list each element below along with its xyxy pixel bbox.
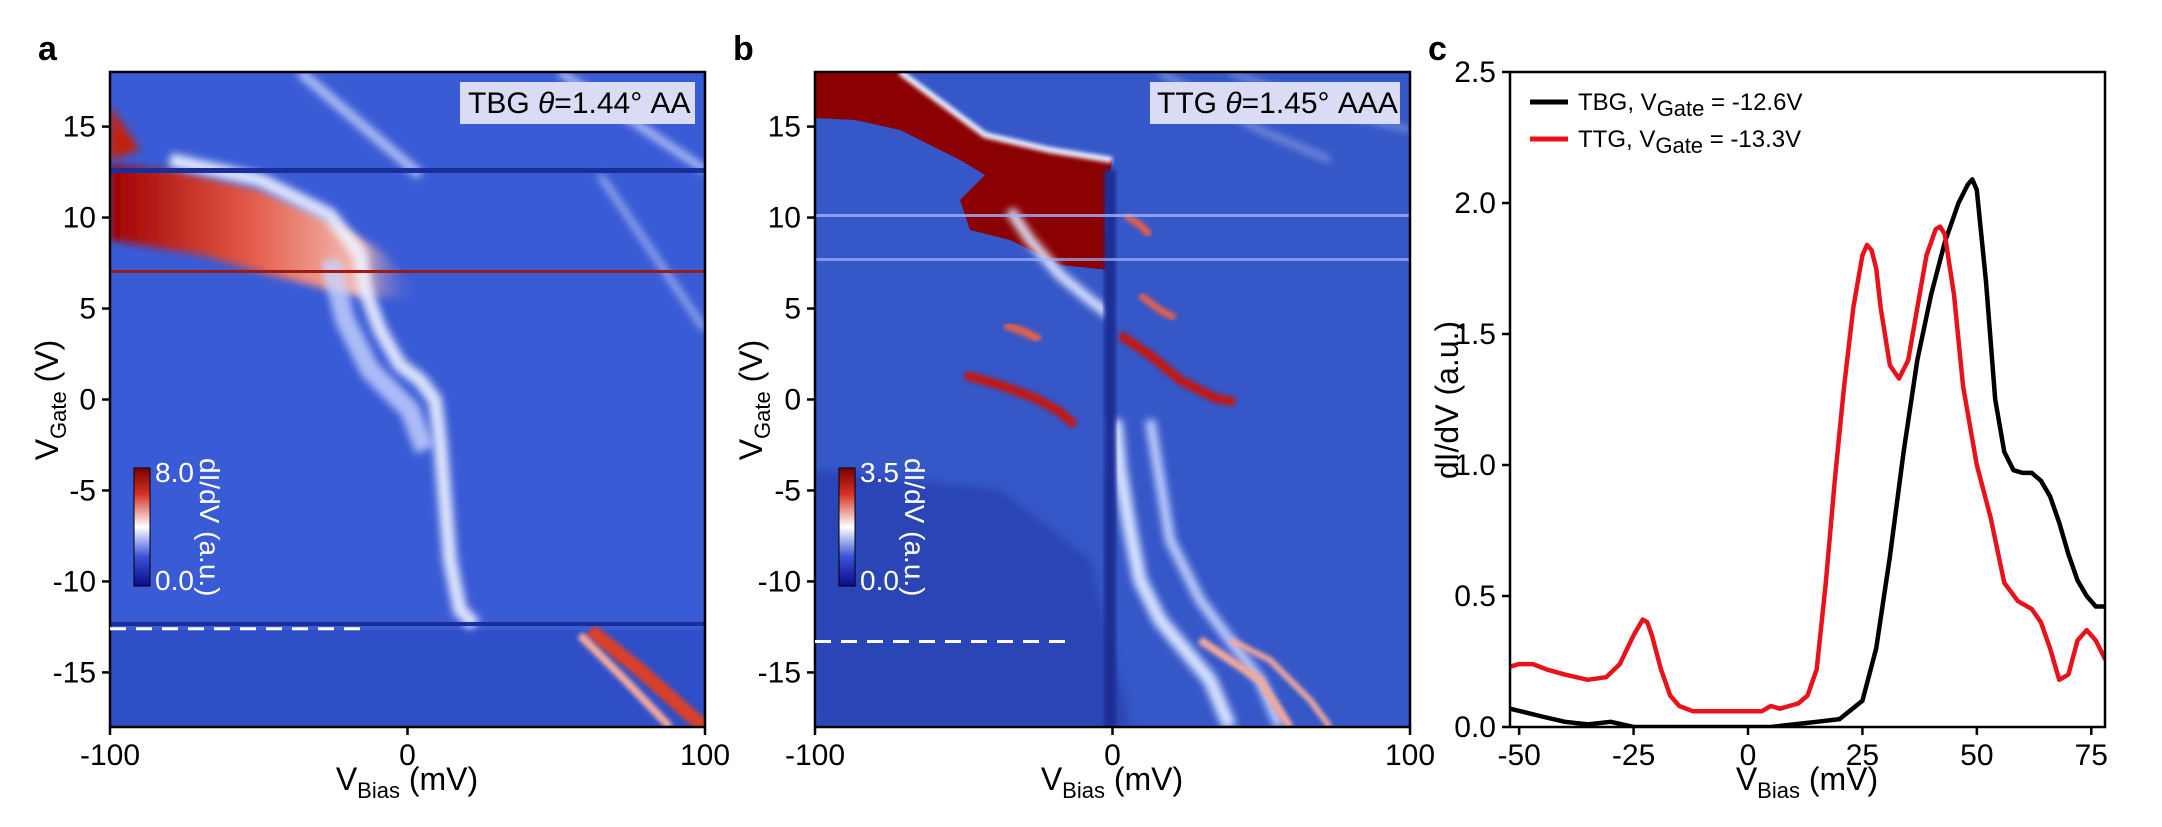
heatmap-a-jump-line-2: [110, 270, 705, 273]
heatmap-b-image: [815, 72, 1410, 727]
heatmap-a-diagonal-3: [597, 173, 705, 332]
heatmap-a-bright-band: [168, 153, 480, 630]
heatmap-b-red-arc-1: [963, 370, 1078, 429]
heatmap-b-saturated-region: [815, 72, 1112, 270]
x-tick-label: -50: [1497, 739, 1540, 772]
heatmap-b-dark-region: [815, 470, 1130, 727]
line-chart-c-series: [1510, 177, 2105, 727]
heatmap-a-diagonal-1: [296, 72, 424, 179]
heatmap-b-pink-streak-2: [1228, 637, 1333, 727]
heatmap-b-red-arc-4: [1123, 212, 1153, 238]
x-tick-label: 50: [1960, 739, 1993, 772]
heatmap-b-red-arc-3: [1003, 321, 1042, 344]
line-chart-c-axes: -50 -25 0 25 50 75 0.0 0.5 1.0 1.5 2.0 2.5: [1454, 56, 2108, 772]
x-tick-label: -25: [1612, 739, 1655, 772]
heatmap-a-bright-band-2: [320, 257, 435, 454]
y-tick-label: 10: [768, 202, 801, 235]
y-tick-label: 0: [79, 384, 96, 417]
x-tick-label: 0: [1104, 739, 1121, 772]
line-chart-c-legend: TBG, VGate = -12.6V TTG, VGate = -13.3V: [1530, 89, 1802, 158]
y-tick-label: 0.5: [1454, 580, 1496, 613]
y-tick-label: 5: [784, 293, 801, 326]
series-line-ttg: [1510, 224, 2105, 714]
y-tick-label: 1.5: [1454, 318, 1496, 351]
heatmap-a-red-corner: [110, 105, 140, 160]
heatmap-b-jump-line-2: [815, 258, 1410, 261]
heatmap-a-annotation: TBG θ=1.44° AA: [468, 87, 691, 120]
panel-c: -50 -25 0 25 50 75 0.0 0.5 1.0 1.5 2.0 2.5 TBG, VGa…: [1429, 56, 2108, 803]
x-tick-label: 75: [2075, 739, 2108, 772]
x-tick-label: 25: [1846, 739, 1879, 772]
heatmap-a-jump-line-1: [110, 168, 705, 173]
heatmap-a-axes: -100 0 100 15 10 5 0 -5 -10 -15: [53, 111, 730, 772]
heatmap-a-red-streak: [585, 624, 705, 727]
panel-letter-c: c: [1428, 30, 1447, 68]
x-tick-label: 0: [399, 739, 416, 772]
panel-letter-a: a: [38, 30, 58, 68]
y-tick-label: -10: [53, 565, 96, 598]
x-tick-label: -100: [80, 739, 140, 772]
heatmap-b-colorbar-label: dI/dV (a.u.): [899, 458, 930, 597]
heatmap-b-colorbar-min: 0.0: [860, 565, 899, 596]
heatmap-b-pink-streak-1: [1197, 636, 1294, 727]
panel-b: TTG θ=1.45° AAA 3.5 0.0 dI/dV (a.u.) -10…: [733, 70, 1435, 803]
panel-a: TBG θ=1.44° AA 8.0 0.0 dI/dV (a.u.) -100…: [29, 70, 730, 803]
y-tick-label: 5: [79, 293, 96, 326]
heatmap-b-dark-vertical: [1104, 170, 1116, 727]
heatmap-a-ylabel: VGate (V): [29, 340, 71, 461]
y-tick-label: -5: [774, 474, 801, 507]
heatmap-b-xlabel: VBias (mV): [1041, 761, 1183, 803]
heatmap-b-red-arc-5: [1137, 292, 1177, 322]
legend-label-ttg: TTG, VGate = -13.3V: [1578, 126, 1801, 158]
heatmap-a-pink-streak: [577, 632, 673, 727]
y-tick-label: 15: [63, 111, 96, 144]
line-chart-c-xlabel: VBias (mV): [1736, 761, 1878, 803]
line-chart-c-frame: [1508, 70, 2107, 729]
x-tick-label: 100: [1385, 739, 1435, 772]
heatmap-a-colorbar-min: 0.0: [155, 565, 194, 596]
legend-label-tbg: TBG, VGate = -12.6V: [1578, 89, 1802, 121]
y-tick-label: 10: [63, 202, 96, 235]
heatmap-b-red-edge: [898, 72, 1113, 163]
heatmap-a-colorbar-max: 8.0: [155, 457, 194, 488]
heatmap-b-red-arc-2: [1117, 331, 1236, 407]
panel-letter-b: b: [733, 30, 754, 68]
x-tick-label: -100: [785, 739, 845, 772]
y-tick-label: 2.5: [1454, 56, 1496, 89]
heatmap-a-xlabel: VBias (mV): [336, 761, 478, 803]
heatmap-b-colorbar: [838, 467, 856, 587]
heatmap-b-colorbar-max: 3.5: [860, 457, 899, 488]
y-tick-label: 0.0: [1454, 711, 1496, 744]
y-tick-label: -15: [53, 656, 96, 689]
heatmap-b-jump-line-1: [815, 214, 1410, 217]
x-tick-label: 0: [1740, 739, 1757, 772]
heatmap-b-bright-band-2: [1108, 419, 1237, 727]
heatmap-a-colorbar-label: dI/dV (a.u.): [194, 458, 225, 597]
heatmap-b-bright-band-1: [1005, 207, 1113, 319]
y-tick-label: 15: [768, 111, 801, 144]
y-tick-label: 1.0: [1454, 449, 1496, 482]
heatmap-a-image: [110, 72, 705, 727]
y-tick-label: 2.0: [1454, 187, 1496, 220]
heatmap-b-annotation: TTG θ=1.45° AAA: [1157, 87, 1398, 120]
heatmap-b-axes: -100 0 100 15 10 5 0 -5 -10 -15: [758, 111, 1435, 772]
heatmap-a-jump-line-3: [110, 622, 705, 626]
y-tick-label: -10: [758, 565, 801, 598]
heatmap-a-annotation-box: [460, 82, 695, 124]
line-chart-c-ylabel: dI/dV (a.u.): [1429, 321, 1465, 479]
heatmap-a-red-lobe: [110, 165, 420, 300]
heatmap-b-annotation-box: [1150, 82, 1400, 124]
x-tick-label: 100: [680, 739, 730, 772]
heatmap-b-ylabel: VGate (V): [733, 340, 775, 461]
y-tick-label: -5: [69, 474, 96, 507]
y-tick-label: -15: [758, 656, 801, 689]
series-line-tbg: [1510, 177, 2105, 727]
y-tick-label: 0: [784, 384, 801, 417]
heatmap-a-colorbar: [133, 467, 151, 587]
